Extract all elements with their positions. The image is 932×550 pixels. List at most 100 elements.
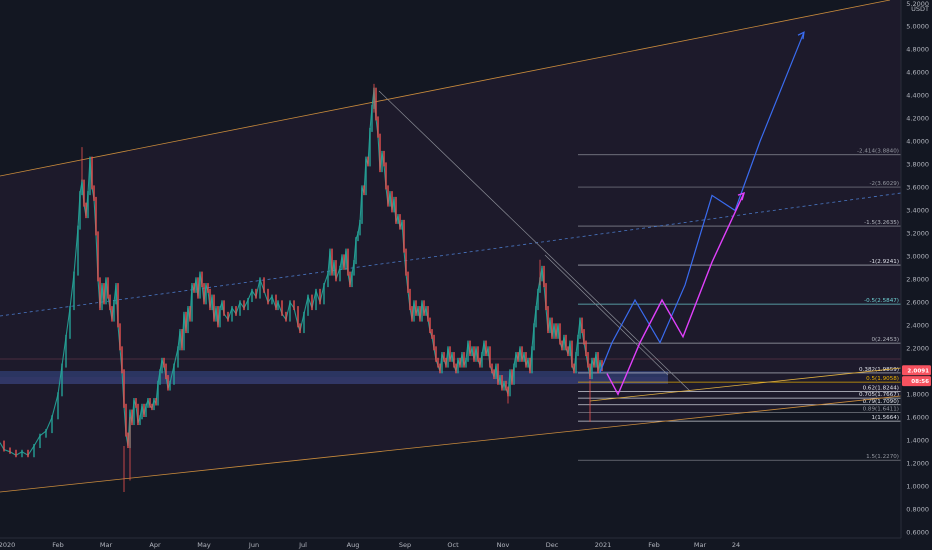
y-tick-label: 2.6000 xyxy=(906,299,929,307)
price-badge-label: 2.0091 xyxy=(907,368,929,374)
y-tick-label: 4.6000 xyxy=(906,69,929,77)
y-tick-label: 2.8000 xyxy=(906,276,929,284)
candle xyxy=(351,271,353,288)
candle xyxy=(581,317,583,334)
candle xyxy=(495,363,497,380)
price-axis-panel xyxy=(901,0,932,550)
x-tick-label: May xyxy=(197,541,211,549)
candle xyxy=(3,440,5,452)
candle xyxy=(501,375,503,391)
fib-extension: -2.414(3.8840) -2(3.6029) -1.5(3.2635) -1(2… xyxy=(578,149,901,461)
candle xyxy=(499,375,501,385)
candle xyxy=(471,346,473,357)
channel-lower-line xyxy=(0,395,902,493)
candle xyxy=(187,306,189,334)
support-zone-lower xyxy=(0,377,668,384)
candle xyxy=(97,231,99,282)
candle xyxy=(125,403,127,437)
candle xyxy=(91,156,93,190)
candle xyxy=(563,334,565,351)
candle xyxy=(119,323,121,351)
y-tick-label: 1.8000 xyxy=(906,391,929,399)
x-tick-label: Nov xyxy=(497,541,510,549)
candle xyxy=(595,352,597,368)
candle xyxy=(183,311,185,351)
candle xyxy=(481,352,483,368)
candle xyxy=(447,346,449,368)
candle xyxy=(391,191,393,213)
fib-level-label: 0.89(1.6411) xyxy=(863,407,899,413)
y-tick-label: 1.6000 xyxy=(906,414,929,422)
candle xyxy=(267,288,269,305)
trend-line-descending-2 xyxy=(544,254,669,376)
candle xyxy=(565,334,567,351)
candle xyxy=(479,357,481,368)
fib-level-label: 0(2.2453) xyxy=(872,337,900,343)
candle xyxy=(425,306,427,316)
candle xyxy=(591,357,593,380)
candle xyxy=(451,352,453,362)
candle xyxy=(143,403,145,417)
y-tick-label: 3.8000 xyxy=(906,161,929,169)
candle xyxy=(219,306,221,328)
candle xyxy=(93,185,95,201)
candle xyxy=(99,277,101,311)
candle xyxy=(247,298,249,311)
candle xyxy=(413,300,415,322)
candle xyxy=(453,352,455,368)
x-tick-label: Mar xyxy=(100,541,113,549)
candle xyxy=(83,179,85,207)
y-tick-label: 3.2000 xyxy=(906,230,929,238)
candle xyxy=(429,317,431,334)
candle xyxy=(255,288,257,299)
candle xyxy=(467,340,469,362)
candle xyxy=(587,352,589,368)
candle xyxy=(431,329,433,339)
candle xyxy=(503,380,505,391)
candle xyxy=(461,352,463,368)
candle xyxy=(415,300,417,316)
projection-paths xyxy=(599,31,805,396)
candle xyxy=(523,352,525,362)
candle xyxy=(385,162,387,190)
candle xyxy=(201,271,203,288)
price-badge xyxy=(902,376,931,387)
candle xyxy=(521,346,523,362)
candle xyxy=(389,191,391,207)
candle xyxy=(361,185,363,224)
y-tick-label: 5.2000 xyxy=(906,0,929,8)
candle xyxy=(589,363,591,380)
candle xyxy=(341,254,343,270)
x-tick-label: 24 xyxy=(732,541,740,549)
candle xyxy=(65,334,67,368)
candle xyxy=(103,283,105,305)
candle xyxy=(285,311,287,322)
candle xyxy=(307,294,309,316)
y-tick-label: 2.4000 xyxy=(906,322,929,330)
candle xyxy=(213,294,215,322)
candle xyxy=(567,346,569,357)
candle xyxy=(395,196,397,224)
y-tick-label: 2.2000 xyxy=(906,345,929,353)
candle xyxy=(217,306,219,328)
candle xyxy=(117,283,119,328)
candle xyxy=(161,357,163,374)
trend-line-support xyxy=(589,367,902,402)
candle xyxy=(583,329,585,345)
candle xyxy=(371,104,373,132)
candle xyxy=(181,329,183,351)
candle xyxy=(357,231,359,242)
candle xyxy=(275,294,277,311)
candle xyxy=(427,306,429,322)
candle xyxy=(397,214,399,224)
candle xyxy=(511,369,513,385)
x-tick-label: Jun xyxy=(248,541,259,549)
candle xyxy=(335,260,337,282)
time-axis-panel xyxy=(0,538,932,550)
candle xyxy=(575,352,577,374)
candle xyxy=(569,340,571,357)
trend-lines xyxy=(0,0,902,493)
candle xyxy=(381,150,383,173)
candle xyxy=(421,300,423,322)
